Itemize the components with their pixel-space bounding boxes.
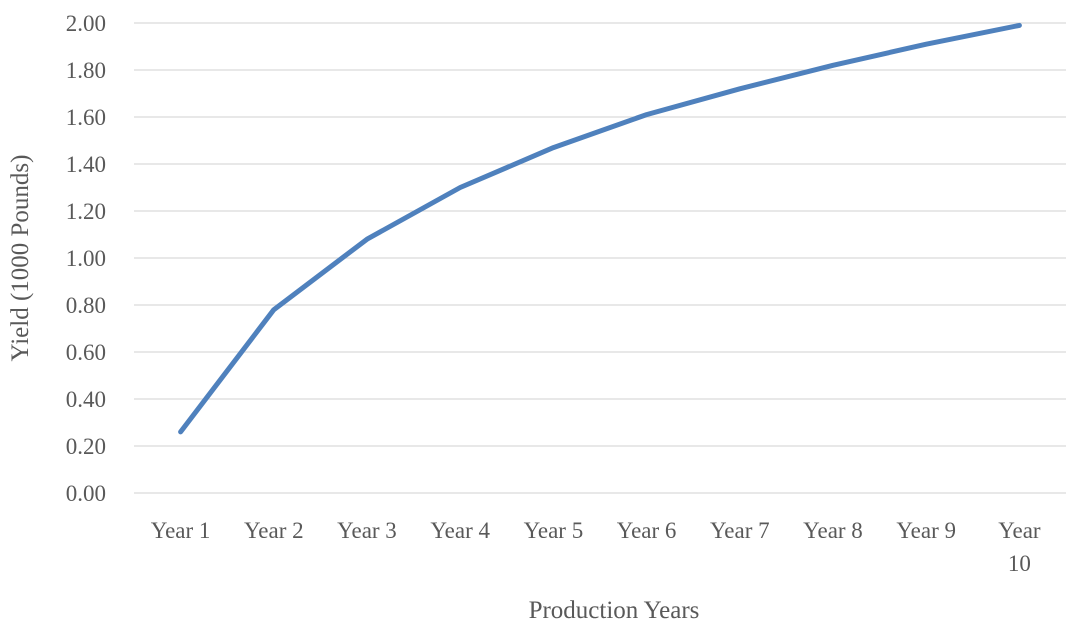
series-layer [178, 22, 1022, 435]
x-tick-label: Year 6 [617, 518, 677, 543]
series-line [178, 22, 1022, 435]
y-tick-label: 0.40 [66, 387, 106, 412]
x-tick-label: Year 9 [896, 518, 956, 543]
y-axis-tick-labels: 0.00 0.20 0.40 0.60 0.80 1.00 1.20 1.40 1.60 1.80… [66, 11, 106, 506]
x-tick-label: Year 4 [430, 518, 490, 543]
y-axis-title: Yield (1000 Pounds) [7, 155, 34, 362]
x-tick-label: Year 5 [524, 518, 584, 543]
y-tick-label: 0.80 [66, 293, 106, 318]
x-axis-title: Production Years [529, 597, 700, 624]
y-tick-label: 1.00 [66, 246, 106, 271]
gridlines [134, 22, 1066, 494]
x-axis-tick-labels: Year 1 Year 2 Year 3 Year 4 Year 5 Year 6 Year… [151, 518, 1041, 576]
y-tick-label: 1.60 [66, 105, 106, 130]
y-tick-label: 0.60 [66, 340, 106, 365]
y-tick-label: 1.80 [66, 58, 106, 83]
y-tick-label: 1.20 [66, 199, 106, 224]
y-tick-label: 0.00 [66, 481, 106, 506]
x-tick-label: Year 2 [244, 518, 304, 543]
x-tick-label: Year 3 [337, 518, 397, 543]
y-tick-label: 2.00 [66, 11, 106, 36]
x-tick-label: Year 10 [998, 518, 1041, 576]
y-tick-label: 1.40 [66, 152, 106, 177]
x-tick-label: Year 8 [803, 518, 863, 543]
y-tick-label: 0.20 [66, 434, 106, 459]
x-tick-label: Year 1 [151, 518, 211, 543]
x-tick-label: Year 7 [710, 518, 770, 543]
